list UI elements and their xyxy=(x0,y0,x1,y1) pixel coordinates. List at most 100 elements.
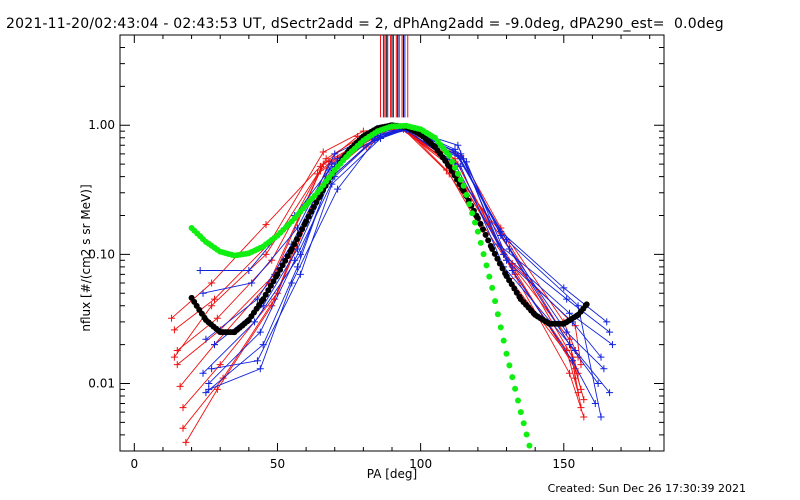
black-model-point xyxy=(284,253,291,260)
green-model-point xyxy=(520,420,527,427)
blue-trace-point xyxy=(256,328,264,336)
red-trace-point xyxy=(179,404,187,412)
red-trace-point xyxy=(319,160,327,168)
blue-trace-line xyxy=(205,129,599,393)
red-trace-point xyxy=(208,279,216,287)
red-trace-point xyxy=(262,221,270,229)
blue-trace-point xyxy=(196,267,204,274)
blue-trace-point xyxy=(451,148,459,156)
red-trace-point xyxy=(210,295,218,303)
blue-trace-point xyxy=(571,347,579,355)
red-trace-point xyxy=(442,166,450,174)
y-axis: 0.01 0.10 1.00 xyxy=(88,34,664,452)
black-model-point xyxy=(293,236,300,243)
black-model-point xyxy=(260,296,267,303)
blue-trace-point xyxy=(594,379,602,387)
black-model-point xyxy=(485,237,492,244)
black-model-point xyxy=(310,204,317,210)
blue-trace-point xyxy=(296,270,304,278)
chart-title: 2021-11-20/02:43:04 - 02:43:53 UT, dSect… xyxy=(6,16,724,32)
green-model-point xyxy=(526,442,533,449)
black-model-point xyxy=(480,226,486,233)
green-model-point xyxy=(523,431,530,438)
black-model-point xyxy=(583,301,590,308)
green-model-point xyxy=(517,409,524,416)
black-model-point xyxy=(279,262,286,269)
x-axis: 0 50 100 150 xyxy=(130,35,651,471)
black-model-point xyxy=(303,218,310,225)
blue-trace-point xyxy=(288,279,296,287)
black-model-point xyxy=(262,291,269,298)
red-trace-point xyxy=(182,438,190,446)
black-model-point xyxy=(282,257,289,264)
green-model-point xyxy=(463,191,470,198)
blue-trace-point xyxy=(202,389,210,397)
blue-trace-point xyxy=(205,379,213,387)
green-model-point xyxy=(472,219,478,226)
red-trace-point xyxy=(170,326,178,334)
black-model-point xyxy=(305,213,312,220)
red-trace-point xyxy=(319,148,327,156)
green-model-point xyxy=(477,239,484,246)
vertical-markers xyxy=(380,35,409,118)
red-traces xyxy=(168,122,588,446)
green-model-curve xyxy=(188,122,533,449)
black-model-point xyxy=(496,260,503,267)
blue-trace-point xyxy=(606,389,614,397)
blue-trace-point xyxy=(591,399,599,407)
blue-trace-point xyxy=(328,180,336,188)
black-model-point xyxy=(270,278,277,285)
created-timestamp: Created: Sun Dec 26 17:30:39 2021 xyxy=(547,482,746,495)
blue-trace-line xyxy=(202,128,610,333)
blue-trace-line xyxy=(202,127,602,374)
blue-trace-point xyxy=(574,302,582,310)
blue-trace-point xyxy=(248,279,256,287)
green-model-point xyxy=(454,170,461,177)
blue-trace-point xyxy=(505,245,513,253)
blue-trace-point xyxy=(568,357,576,365)
green-model-point xyxy=(489,284,496,291)
blue-trace-point xyxy=(199,369,207,377)
blue-trace-line xyxy=(208,128,605,384)
red-trace-point xyxy=(580,396,588,404)
blue-trace-point xyxy=(566,309,574,317)
green-model-point xyxy=(474,228,481,235)
blue-trace-point xyxy=(508,267,516,274)
green-model-point xyxy=(457,176,464,183)
green-model-point xyxy=(506,362,513,369)
green-model-point xyxy=(469,210,476,217)
red-trace-line xyxy=(177,126,576,379)
red-trace-point xyxy=(208,302,216,310)
black-model-point xyxy=(299,226,306,233)
red-trace-line xyxy=(174,127,582,390)
black-model-point xyxy=(274,271,281,278)
black-model-point xyxy=(265,287,272,294)
blue-trace-point xyxy=(566,341,574,349)
black-model-point xyxy=(288,246,295,252)
blue-trace-point xyxy=(503,236,511,244)
blue-trace-point xyxy=(291,256,299,264)
red-trace-point xyxy=(262,250,270,258)
black-model-point xyxy=(477,220,484,227)
blue-trace-point xyxy=(199,289,207,297)
green-model-point xyxy=(503,350,510,357)
blue-trace-point xyxy=(600,365,608,373)
x-tick-label: 0 xyxy=(130,457,138,471)
black-model-point xyxy=(296,231,303,238)
red-trace-point xyxy=(168,314,176,322)
blue-trace-point xyxy=(371,137,379,145)
blue-trace-line xyxy=(214,128,602,418)
black-model-point xyxy=(499,265,506,272)
x-tick-label: 100 xyxy=(409,457,432,471)
green-model-point xyxy=(509,374,516,381)
green-model-point xyxy=(483,262,490,269)
blue-trace-point xyxy=(462,158,470,166)
blue-trace-point xyxy=(245,267,253,274)
black-model-point xyxy=(291,241,298,248)
x-axis-label: PA [deg] xyxy=(367,467,417,481)
green-model-point xyxy=(449,158,456,165)
green-model-point xyxy=(466,201,473,208)
red-trace-point xyxy=(577,361,585,369)
black-model-point xyxy=(313,199,320,206)
